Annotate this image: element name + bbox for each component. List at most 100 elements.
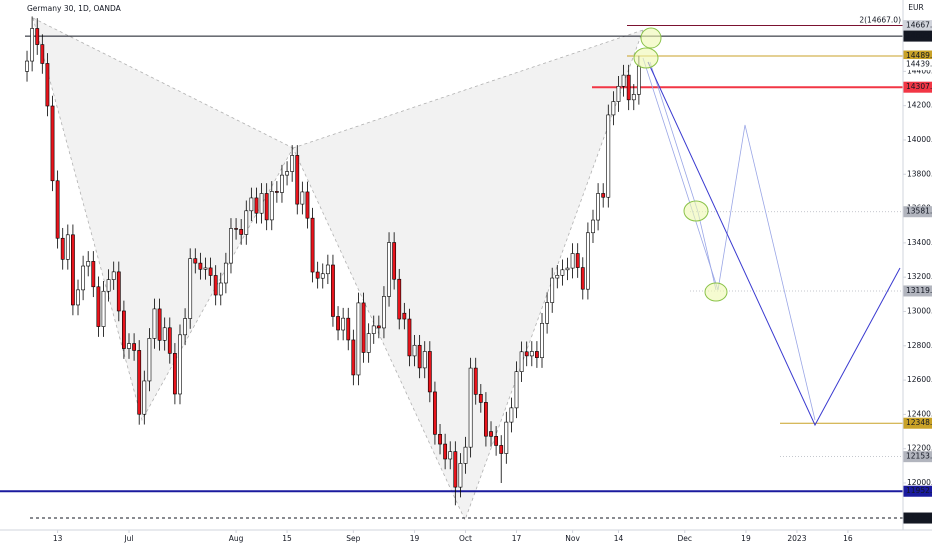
target-ellipse — [704, 282, 728, 302]
price-label-bg — [903, 30, 932, 42]
candle-body — [208, 267, 213, 276]
candle-body — [25, 60, 29, 72]
candle-body — [157, 308, 162, 341]
candle-body — [402, 312, 407, 320]
candle-body — [132, 343, 136, 351]
price-label: 14439.6 — [906, 60, 932, 69]
candle-body — [596, 193, 600, 221]
candle-body — [494, 436, 499, 446]
price-label: 13119.6 — [906, 286, 932, 295]
price-label-bg — [903, 485, 932, 497]
candle-body — [626, 74, 631, 101]
candle-body — [407, 318, 412, 357]
candle-body — [346, 317, 351, 341]
candle-body — [636, 65, 641, 95]
candle-body — [438, 433, 442, 445]
target-ellipse — [683, 200, 709, 222]
price-label-bg — [903, 451, 932, 463]
x-tick-label: 17 — [512, 534, 522, 543]
price-label-bg — [903, 59, 932, 71]
candle-body — [280, 174, 284, 193]
candle-body — [570, 253, 575, 269]
y-tick-label: 14000.0 — [907, 135, 932, 144]
candle-body — [336, 316, 340, 331]
price-label: 13581.6 — [906, 207, 932, 216]
candle-body — [91, 261, 96, 288]
y-tick-label: 12400.0 — [907, 409, 932, 418]
y-tick-label: 12200.0 — [907, 444, 932, 453]
price-label-bg — [903, 512, 932, 524]
candle-body — [524, 351, 529, 357]
candle-body — [585, 232, 590, 290]
x-tick-label: 19 — [741, 534, 751, 543]
price-label-bg — [903, 50, 932, 62]
target-ellipse — [640, 27, 662, 49]
x-tick-label: 16 — [843, 534, 853, 543]
projection — [633, 27, 901, 427]
candle-body — [50, 105, 55, 182]
candle-body — [45, 63, 50, 107]
candle-body — [433, 391, 437, 435]
candle-body — [295, 155, 300, 205]
candle-body — [356, 302, 361, 376]
pattern-leg — [292, 29, 644, 149]
x-tick-label: 14 — [614, 534, 624, 543]
candle-body — [631, 94, 636, 101]
candle-body — [122, 310, 126, 349]
candle-body — [351, 339, 356, 376]
candle-body — [81, 265, 86, 291]
candle-body — [269, 191, 274, 221]
candle-body — [575, 253, 580, 268]
candle-body — [188, 258, 193, 319]
candle-body — [65, 234, 70, 260]
candle-body — [244, 210, 249, 235]
candle-body — [422, 351, 427, 369]
candle-body — [310, 217, 315, 273]
candle-body — [305, 191, 310, 219]
candles — [25, 16, 641, 506]
candle-body — [274, 191, 279, 193]
y-tick-label: 12600.0 — [907, 375, 932, 384]
candle-body — [218, 282, 223, 296]
candle-body — [580, 267, 585, 290]
candle-body — [239, 229, 244, 235]
candle-body — [203, 267, 208, 270]
candle-body — [30, 28, 35, 62]
candle-body — [412, 344, 417, 357]
candle-body — [509, 407, 514, 423]
candle-body — [387, 242, 391, 297]
candle-body — [223, 262, 228, 284]
candle-body — [147, 338, 152, 382]
candle-body — [259, 193, 264, 214]
candle-body — [550, 277, 555, 303]
candle-body — [96, 286, 101, 327]
candle-body — [325, 264, 330, 275]
candle-body — [606, 114, 611, 198]
price-label: 11795.8 — [906, 513, 932, 522]
y-tick-label: 13000.0 — [907, 306, 932, 315]
target-ellipse — [633, 47, 659, 69]
candle-body — [40, 44, 45, 64]
candle-body — [341, 317, 346, 331]
candle-body — [111, 271, 116, 280]
x-tick-label: 2023 — [787, 534, 806, 543]
candle-body — [35, 28, 40, 45]
price-label-bg — [903, 417, 932, 429]
candle-body — [234, 228, 238, 230]
chart-title: Germany 30, 1D, OANDA — [27, 4, 122, 13]
x-tick-label: 15 — [282, 534, 292, 543]
price-label-bg — [903, 20, 932, 32]
candle-body — [499, 445, 504, 454]
candle-body — [591, 219, 595, 234]
candle-body — [254, 197, 259, 214]
candle-body — [504, 421, 509, 454]
levels: 2(14667.0) — [0, 16, 903, 519]
candle-body — [101, 290, 106, 327]
candle-body — [611, 101, 616, 116]
price-label: 14605.6 — [906, 31, 932, 40]
candle-body — [443, 443, 448, 460]
x-tick-label: 13 — [53, 534, 63, 543]
y-tick-label: 14200.0 — [907, 101, 932, 110]
candle-body — [76, 289, 80, 306]
